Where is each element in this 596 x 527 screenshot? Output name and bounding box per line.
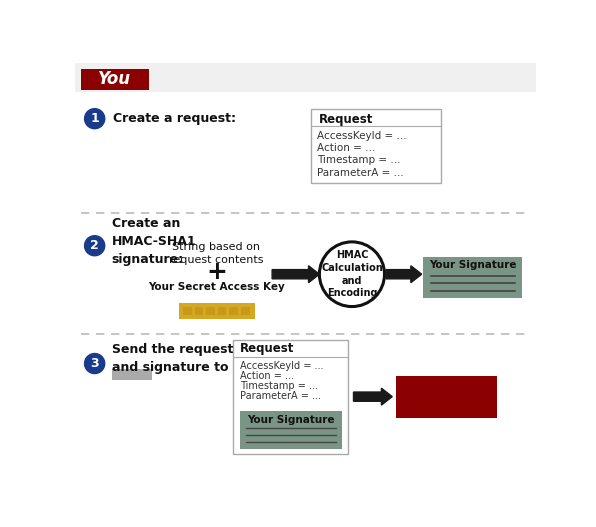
Bar [218,307,226,315]
Text: Send the request
and signature to: Send the request and signature to [111,344,233,374]
Text: 3: 3 [91,357,99,370]
FancyArrow shape [272,266,319,282]
Text: Create an
HMAC-SHA1
signature:: Create an HMAC-SHA1 signature: [111,217,196,266]
Bar [241,307,250,315]
Text: Request: Request [240,343,295,355]
Bar [179,304,255,319]
Text: ParameterA = ...: ParameterA = ... [317,168,404,178]
Text: HMAC
Calculation
and
Encoding: HMAC Calculation and Encoding [321,250,383,298]
FancyArrow shape [353,388,392,405]
Bar [234,340,348,454]
Text: Your Signature: Your Signature [429,260,517,270]
Bar [423,257,523,298]
Bar [229,307,238,315]
Text: You: You [98,71,131,89]
Bar [74,63,536,92]
Text: Request: Request [319,113,373,126]
Bar [80,69,149,90]
Text: Action = ...: Action = ... [240,371,294,381]
Bar [311,110,441,182]
Circle shape [85,236,105,256]
Text: AccessKeyId = ...: AccessKeyId = ... [240,361,323,371]
Circle shape [85,109,105,129]
Bar [396,376,497,418]
Text: Your Signature: Your Signature [247,415,334,425]
Text: Create a request:: Create a request: [113,112,236,125]
Text: 1: 1 [90,112,99,125]
Bar [183,307,191,315]
Text: +: + [206,260,226,284]
FancyArrow shape [386,266,422,282]
Text: Timestamp = ...: Timestamp = ... [240,381,318,391]
Bar [240,411,342,449]
Text: Your Secret Access Key: Your Secret Access Key [148,282,285,292]
Bar [111,369,152,380]
Circle shape [319,242,384,307]
Bar [206,307,215,315]
Circle shape [85,354,105,374]
Text: Timestamp = ...: Timestamp = ... [317,155,401,165]
Text: AccessKeyId = ...: AccessKeyId = ... [317,131,406,141]
Text: ParameterA = ...: ParameterA = ... [240,391,321,401]
Text: String based on
request contents: String based on request contents [169,242,263,265]
Text: 2: 2 [90,239,99,252]
Bar [195,307,203,315]
Text: Action = ...: Action = ... [317,143,375,153]
